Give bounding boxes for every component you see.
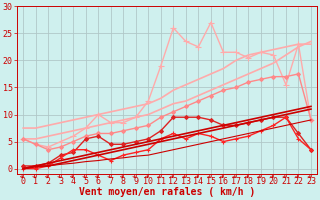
- X-axis label: Vent moyen/en rafales ( km/h ): Vent moyen/en rafales ( km/h ): [79, 187, 255, 197]
